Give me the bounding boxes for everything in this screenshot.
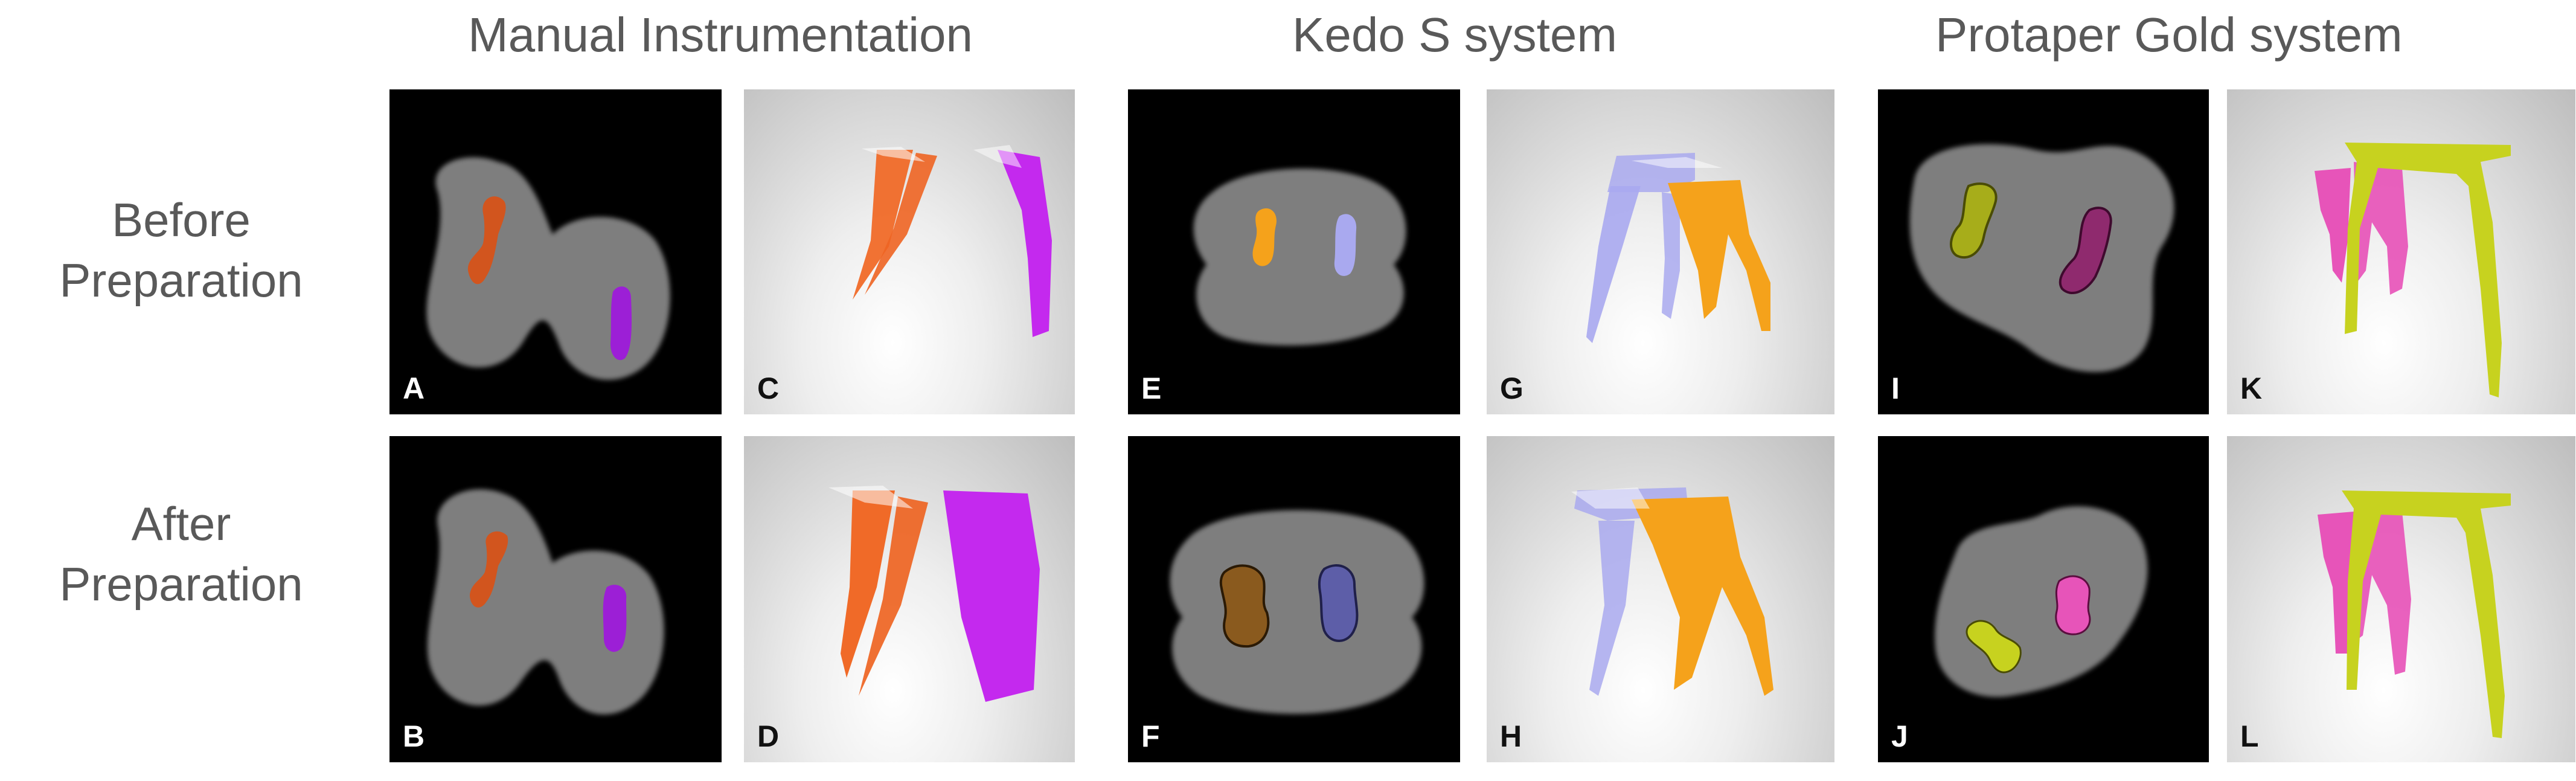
canal-3d-render-d [828,486,1040,702]
mesial-root-h [1589,521,1635,696]
canal-3d-render-l [2318,490,2511,738]
mesial-root-b-c [865,153,937,295]
panel-h-3d-after-kedo: H [1487,436,1834,762]
panel-d-3d-after-manual: D [744,436,1075,762]
column-title-protaper: Protaper Gold system [1935,8,2403,62]
canal-3d-render-c [853,145,1052,337]
row-label-after: After Preparation [0,494,362,615]
mesial-root-b-d [859,497,928,696]
row-label-before: Before Preparation [0,190,362,311]
tooth-cross-section-e [1193,169,1406,346]
row-label-before-line2: Preparation [59,253,303,307]
panel-label-f: F [1141,719,1160,753]
distal-root-d [943,490,1040,702]
tooth-cross-section-a [426,157,670,380]
panel-l-3d-after-protaper: L [2227,436,2575,762]
panel-label-e: E [1141,371,1162,405]
distal-root-l [2342,490,2511,738]
tooth-cross-section-f [1170,510,1424,714]
tooth-cross-section-j [1935,506,2148,697]
panel-label-b: B [403,719,425,753]
row-label-after-line1: After [131,497,231,550]
mesial-root-l-1 [2318,512,2354,654]
canal-mesial-a [467,196,506,284]
panel-a-ct-before-manual: A [389,89,722,414]
canal-mesial-j [1966,620,2022,673]
panel-label-j: J [1891,719,1908,753]
row-label-before-line1: Before [112,193,251,246]
panel-label-k: K [2240,371,2263,405]
canal-3d-render-k [2315,143,2511,397]
panel-label-a: A [403,371,425,405]
canal-distal-j [2055,575,2091,635]
tooth-cross-section-i [1909,144,2174,372]
distal-root-k [2345,143,2511,397]
canal-distal-e [1334,214,1357,276]
mesial-root-a-c [853,150,913,300]
panel-g-3d-before-kedo: G [1487,89,1834,414]
panel-label-c: C [757,371,780,405]
canal-mesial-b [470,531,508,608]
distal-root-h [1632,497,1773,696]
panel-label-d: D [757,719,780,753]
panel-e-ct-before-kedo: E [1128,89,1460,414]
canal-distal-i [2059,207,2112,295]
mesial-root-a-d [841,490,895,678]
canal-mesial-f [1219,564,1270,648]
panel-b-ct-after-manual: B [389,436,722,762]
column-title-kedo: Kedo S system [1292,8,1618,62]
canal-distal-f [1318,564,1359,642]
distal-root-g [1668,180,1770,331]
tooth-cross-section-b [427,489,664,715]
panel-c-3d-before-manual: C [744,89,1075,414]
panel-j-ct-after-protaper: J [1878,436,2209,762]
canal-mesial-e [1252,208,1277,266]
panel-i-ct-before-protaper: I [1878,89,2209,414]
column-title-manual: Manual Instrumentation [468,8,973,62]
canal-3d-render-g [1586,153,1770,343]
distal-root-c [998,150,1052,337]
canal-3d-render-h [1571,487,1773,696]
panel-label-g: G [1500,371,1523,405]
panel-label-i: I [1891,371,1900,405]
canal-distal-a [610,286,632,361]
panel-label-h: H [1500,719,1522,753]
canal-mesial-i [1949,182,1998,259]
mesial-root-g [1586,186,1641,343]
panel-label-l: L [2240,719,2259,753]
panel-f-ct-after-kedo: F [1128,436,1460,762]
row-label-after-line2: Preparation [59,557,303,611]
mesial-root-k-1 [2315,168,2351,283]
panel-k-3d-before-protaper: K [2227,89,2575,414]
canal-distal-b [603,585,627,652]
